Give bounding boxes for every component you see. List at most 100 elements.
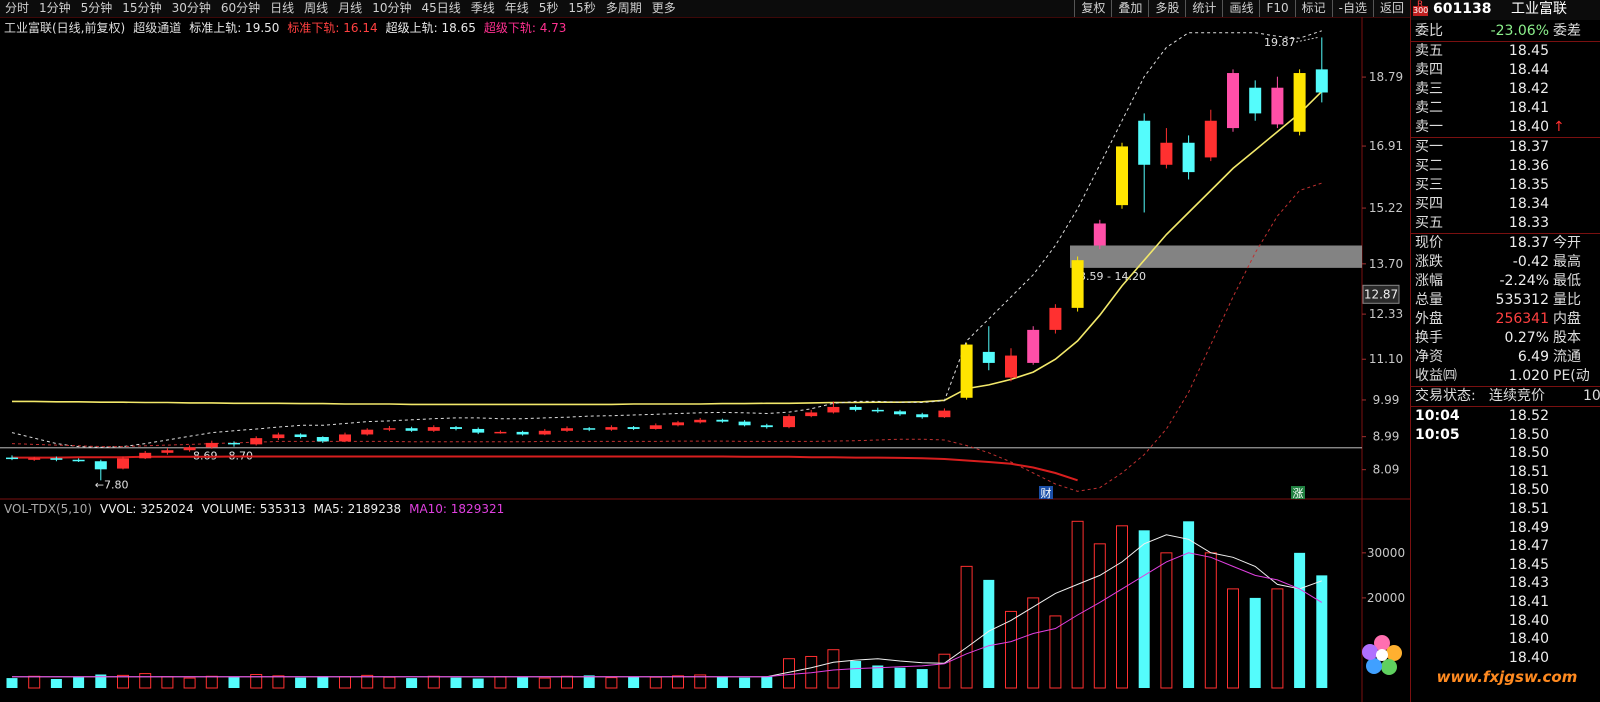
period-tab[interactable]: 季线	[470, 1, 495, 15]
candle-body	[538, 430, 551, 435]
price-zone	[0, 447, 1362, 449]
volume-ma-line	[12, 534, 1322, 678]
period-tab[interactable]: 1分钟	[39, 1, 71, 15]
period-tab[interactable]: 45日线	[421, 1, 461, 15]
candle-body	[272, 434, 285, 439]
period-tab[interactable]: 15秒	[568, 1, 596, 15]
volume-bar	[672, 675, 684, 689]
period-tab[interactable]: 30分钟	[171, 1, 211, 15]
event-icon-box	[1039, 486, 1053, 499]
tool-button[interactable]: 多股	[1148, 0, 1185, 17]
candle-body	[1160, 142, 1173, 165]
volume-bar	[739, 677, 751, 688]
volume-bar	[1204, 552, 1217, 689]
badge: R	[1417, 0, 1424, 10]
stat-row-right: 内盘	[1553, 311, 1581, 327]
candle-body	[117, 458, 129, 469]
candle-body	[450, 427, 462, 429]
candle-body	[694, 419, 707, 423]
y-tick-label: 15.22	[1369, 201, 1403, 215]
bid-row-value: 18.35	[1508, 177, 1549, 193]
separator	[1411, 406, 1600, 407]
toolbar: 分时 1分钟 5分钟 15分钟 30分钟 60分钟 日线 周线 月线 10分钟 45日线 季线 年线 5秒…	[0, 0, 1410, 17]
legend-item: 超级下轨: 4.73	[483, 21, 567, 35]
volume-bar	[205, 675, 218, 689]
tick-row: 18.40	[1411, 649, 1600, 668]
tick-row: 18.45	[1411, 556, 1600, 575]
volume-bar	[517, 677, 529, 688]
cursor-price-box	[1362, 284, 1400, 304]
candle-body	[139, 452, 152, 459]
bid-row: 买三 18.35	[1411, 176, 1600, 195]
period-tab[interactable]: 60分钟	[220, 1, 261, 15]
volume-bar	[427, 675, 440, 689]
status-value: 连续竞价	[1489, 388, 1545, 404]
candle-body	[783, 416, 795, 428]
volume-bar	[694, 674, 707, 689]
candle-body	[805, 412, 818, 417]
volume-bar	[317, 676, 329, 688]
tick-price: 18.50	[1508, 445, 1549, 462]
ask-row: 卖三 18.42	[1411, 80, 1600, 99]
period-tab[interactable]: 分时	[5, 1, 30, 15]
tool-button[interactable]: 复权	[1074, 0, 1111, 17]
candle-body	[427, 427, 440, 431]
volume-bar	[50, 678, 62, 688]
tool-button[interactable]: -自选	[1331, 0, 1373, 17]
period-tab[interactable]: 5秒	[538, 1, 559, 15]
tool-button[interactable]: 返回	[1372, 0, 1410, 17]
stat-row: 收益㈣ 1.020 PE(动	[1411, 367, 1600, 386]
bid-row: 买二 18.36	[1411, 157, 1600, 176]
stat-row-right: 今开	[1553, 235, 1581, 251]
period-tab[interactable]: 更多	[651, 1, 676, 15]
stat-row: 净资 6.49 流通	[1411, 348, 1600, 367]
volume-bar	[228, 677, 240, 688]
price-zone	[1070, 245, 1362, 268]
volume-bar	[605, 677, 618, 689]
tick-row: 18.40	[1411, 630, 1600, 649]
tool-button[interactable]: F10	[1259, 0, 1294, 17]
volume-legend-item: VOL-TDX(5,10)	[4, 502, 93, 516]
stat-row-value: 535312	[1495, 292, 1549, 308]
ratio-row-label: 委比	[1415, 23, 1443, 39]
candle-body	[982, 351, 995, 363]
stat-row: 换手 0.27% 股本	[1411, 329, 1600, 348]
stat-row-value: 1.020	[1508, 368, 1549, 384]
period-tab[interactable]: 15分钟	[122, 1, 162, 15]
volume-bar	[361, 674, 374, 689]
ask-row-label: 卖四	[1415, 62, 1443, 78]
volume-bar	[383, 676, 396, 689]
chart: 18.79 16.91 15.22 13.70 12.33 11.10 9.99 8.99 8.…	[0, 16, 1410, 702]
period-tab[interactable]: 10分钟	[372, 1, 412, 15]
period-tab[interactable]: 多周期	[605, 1, 642, 15]
period-tab[interactable]: 月线	[338, 1, 363, 15]
period-tab[interactable]: 年线	[504, 1, 529, 15]
tool-button[interactable]: 叠加	[1111, 0, 1148, 17]
volume-bar	[139, 673, 152, 689]
tool-button[interactable]: 统计	[1185, 0, 1222, 17]
y-tick-label: 30000	[1367, 546, 1405, 560]
volume-bar	[983, 579, 995, 688]
tick-price: 18.47	[1508, 538, 1549, 555]
candle-body	[627, 427, 640, 429]
tool-button[interactable]: 画线	[1222, 0, 1259, 17]
candle-body	[516, 431, 529, 435]
candle-body	[361, 429, 374, 435]
candle-body	[938, 410, 951, 418]
period-tab[interactable]: 日线	[270, 1, 295, 15]
tick-row: 18.43	[1411, 574, 1600, 593]
stat-row-right: 量比	[1553, 292, 1581, 308]
volume-bar	[916, 669, 928, 688]
candle-body	[760, 425, 773, 428]
candle-body	[894, 411, 906, 415]
status-label: 交易状态:	[1415, 388, 1476, 404]
volume-bar	[272, 675, 285, 689]
candle-body	[6, 457, 18, 460]
period-tab[interactable]: 周线	[304, 1, 329, 15]
period-tab[interactable]: 5分钟	[80, 1, 113, 15]
tool-button[interactable]: 标记	[1294, 0, 1332, 17]
separator	[1411, 41, 1600, 42]
candle-body	[1204, 120, 1217, 158]
volume-bar	[117, 674, 129, 689]
